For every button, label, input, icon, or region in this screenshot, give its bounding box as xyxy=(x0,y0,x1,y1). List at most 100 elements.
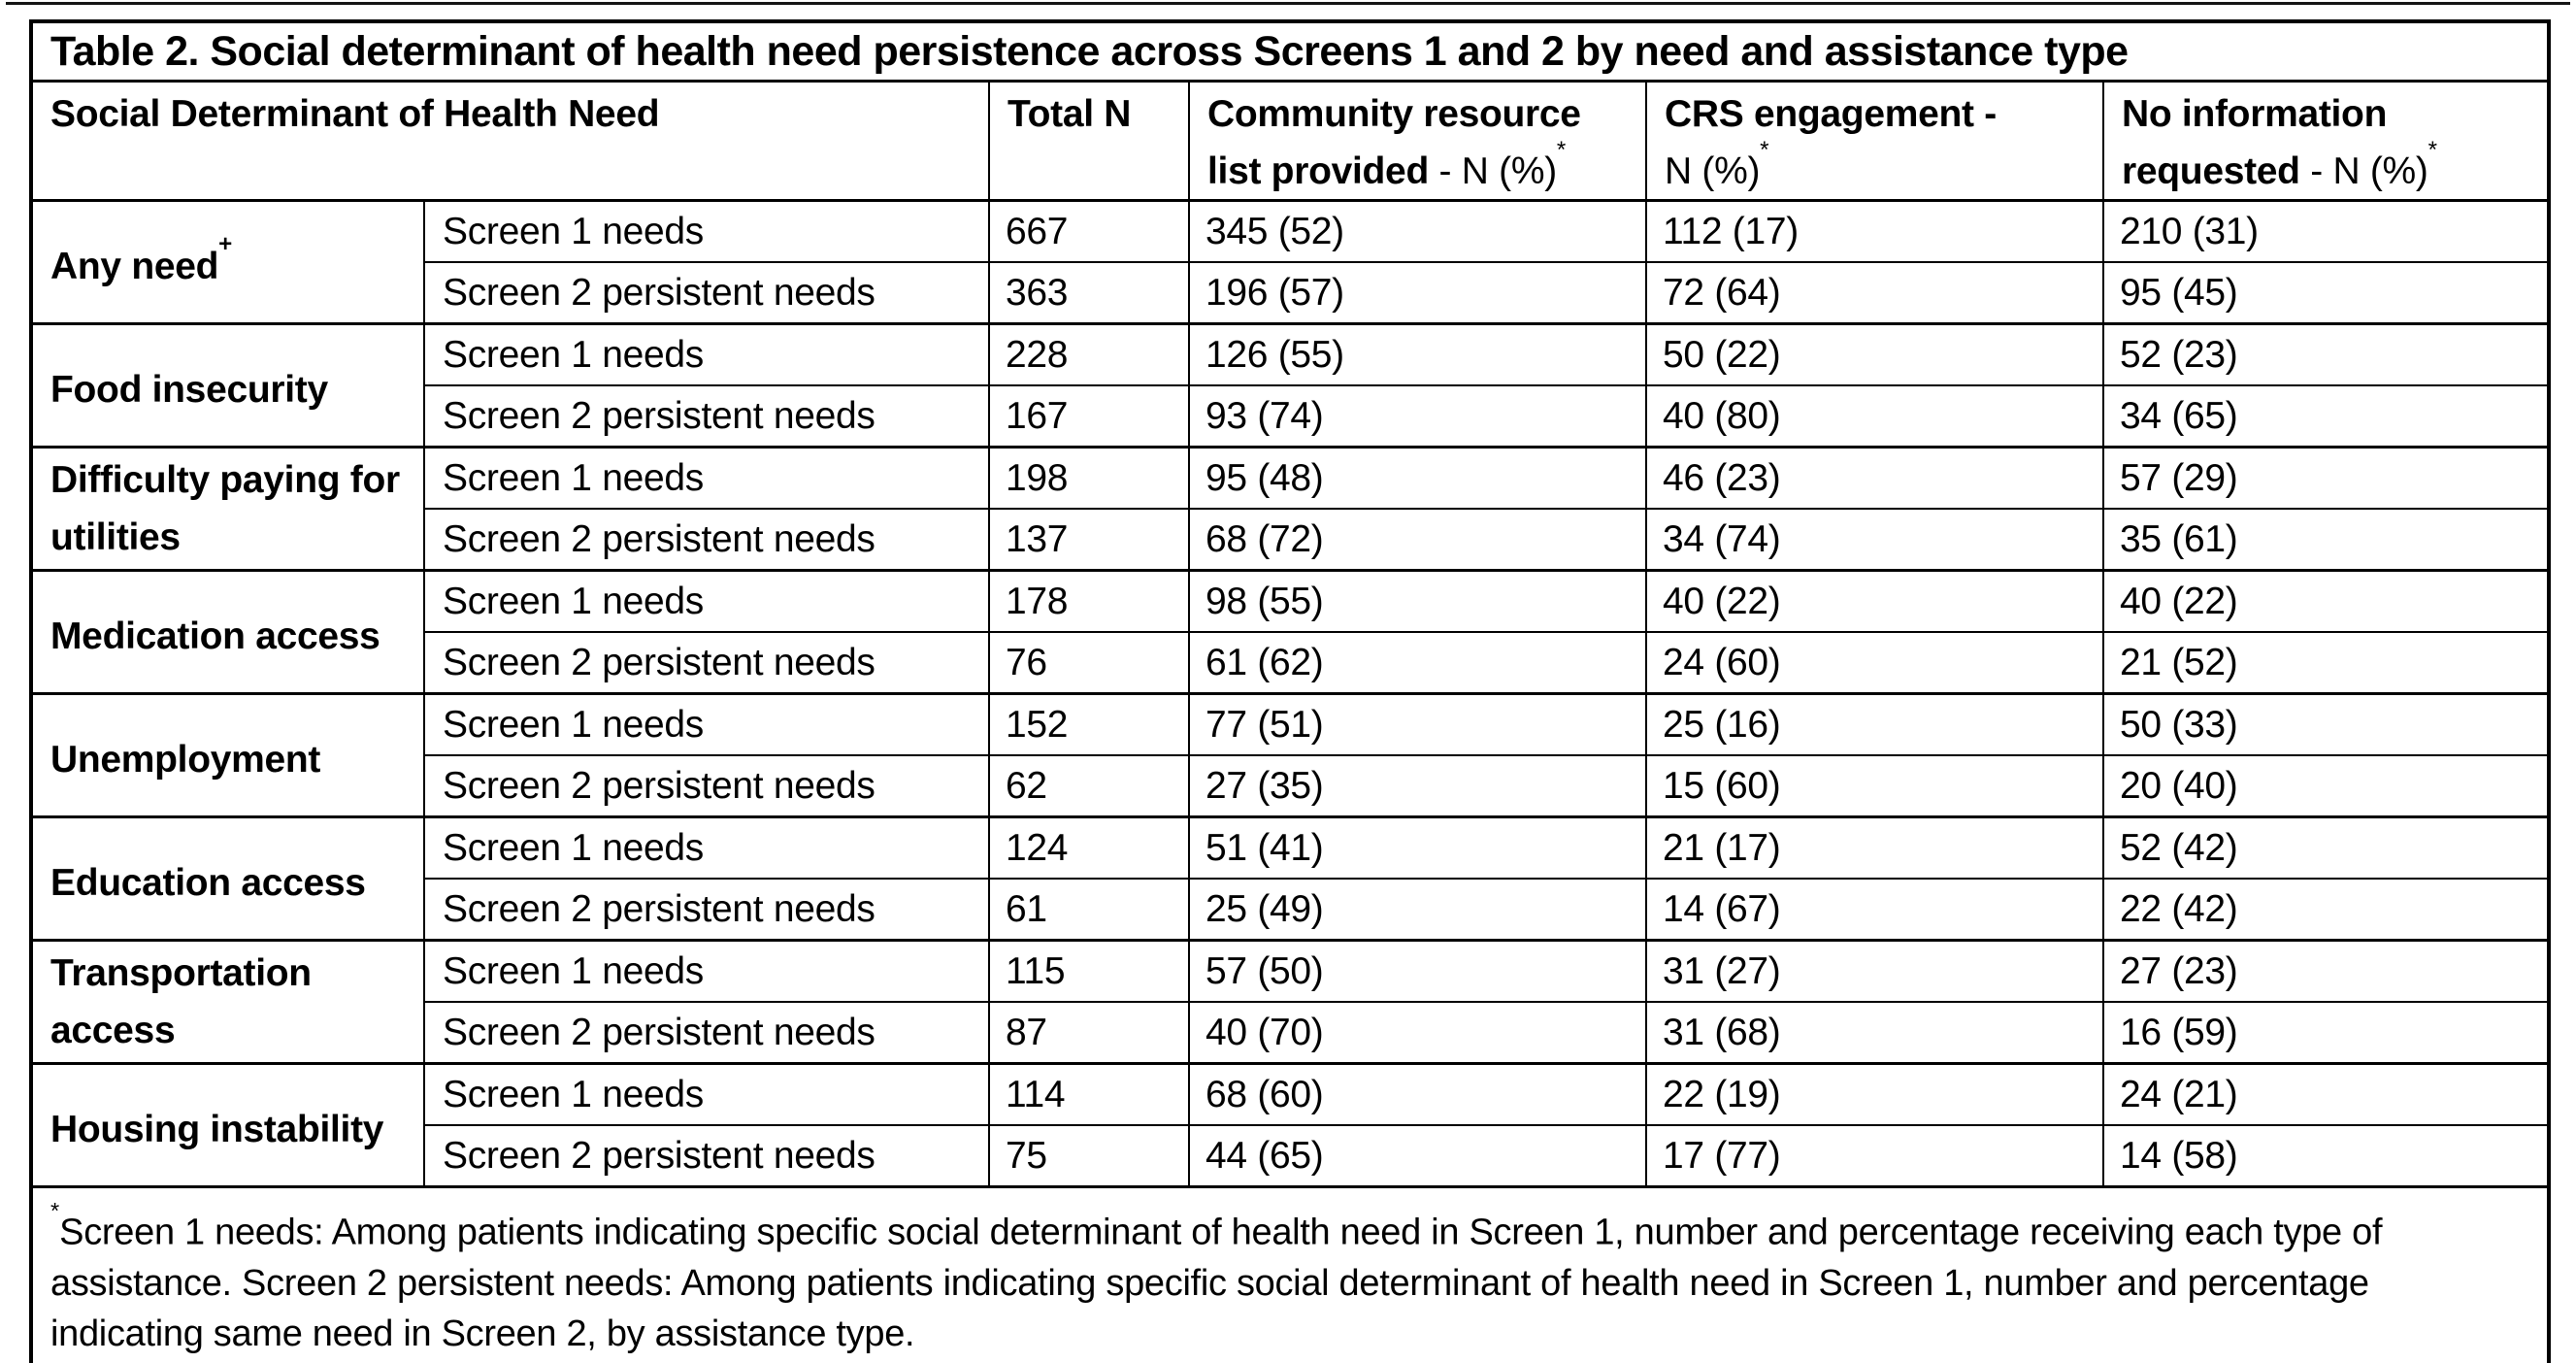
header-noinfo-footnote-marker: * xyxy=(2427,136,2438,163)
community-cell: 77 (51) xyxy=(1188,692,1647,756)
table-row: Any need+ Screen 1 needs 667 345 (52) 11… xyxy=(30,199,2551,325)
header-community-resource: Community resource list provided - N (%)… xyxy=(1188,80,1647,202)
crs-cell: 40 (22) xyxy=(1645,569,2104,633)
community-cell: 57 (50) xyxy=(1188,939,1647,1003)
chi-square-exponent: 2 xyxy=(746,1359,759,1363)
table-row: Housing instability Screen 1 needs 114 6… xyxy=(30,1062,2551,1188)
table-row: Education access Screen 1 needs 124 51 (… xyxy=(30,815,2551,942)
need-category-cell: Medication access xyxy=(30,569,425,695)
screen-label-cell: Screen 2 persistent needs xyxy=(423,754,990,818)
noinfo-cell: 21 (52) xyxy=(2101,631,2551,695)
need-category-cell: Transportation access xyxy=(30,939,425,1065)
total-n-cell: 152 xyxy=(988,692,1190,756)
footnote-significance: +Significant difference by assistance ty… xyxy=(50,1359,2524,1363)
community-cell: 93 (74) xyxy=(1188,384,1647,449)
screen-label-cell: Screen 1 needs xyxy=(423,692,990,756)
header-need: Social Determinant of Health Need xyxy=(30,80,990,202)
need-category-cell: Any need+ xyxy=(30,199,425,325)
crs-cell: 40 (80) xyxy=(1645,384,2104,449)
crs-cell: 50 (22) xyxy=(1645,322,2104,386)
screen-label-cell: Screen 1 needs xyxy=(423,939,990,1003)
community-cell: 40 (70) xyxy=(1188,1001,1647,1065)
screen-label-cell: Screen 2 persistent needs xyxy=(423,878,990,942)
header-crs-bold: CRS engagement - xyxy=(1665,93,1997,135)
community-cell: 51 (41) xyxy=(1188,815,1647,880)
crs-cell: 21 (17) xyxy=(1645,815,2104,880)
community-cell: 44 (65) xyxy=(1188,1124,1647,1188)
need-category-cell: Education access xyxy=(30,815,425,942)
crs-cell: 46 (23) xyxy=(1645,446,2104,510)
table-row: Screen 2 persistent needs 76 61 (62) 24 … xyxy=(31,631,2551,695)
community-cell: 61 (62) xyxy=(1188,631,1647,695)
community-cell: 68 (60) xyxy=(1188,1062,1647,1126)
need-category-label: Difficulty paying for utilities xyxy=(50,458,400,558)
crs-cell: 25 (16) xyxy=(1645,692,2104,756)
table-row: Food insecurity Screen 1 needs 228 126 (… xyxy=(30,322,2551,449)
community-cell: 27 (35) xyxy=(1188,754,1647,818)
screen-label-cell: Screen 1 needs xyxy=(423,1062,990,1126)
community-cell: 345 (52) xyxy=(1188,199,1647,263)
crs-cell: 14 (67) xyxy=(1645,878,2104,942)
crs-cell: 17 (77) xyxy=(1645,1124,2104,1188)
total-n-cell: 137 xyxy=(988,508,1190,572)
noinfo-cell: 95 (45) xyxy=(2101,261,2551,325)
total-n-cell: 115 xyxy=(988,939,1190,1003)
table-title: Table 2. Social determinant of health ne… xyxy=(29,20,2551,83)
noinfo-cell: 57 (29) xyxy=(2101,446,2551,510)
crs-cell: 34 (74) xyxy=(1645,508,2104,572)
table-row: Table 2. Social determinant of health ne… xyxy=(29,20,2551,83)
community-cell: 98 (55) xyxy=(1188,569,1647,633)
crs-cell: 31 (68) xyxy=(1645,1001,2104,1065)
need-category-label: Unemployment xyxy=(50,738,321,781)
total-n-cell: 167 xyxy=(988,384,1190,449)
screen-label-cell: Screen 1 needs xyxy=(423,199,990,263)
total-n-cell: 198 xyxy=(988,446,1190,510)
table-row: Unemployment Screen 1 needs 152 77 (51) … xyxy=(30,692,2551,818)
need-category-label: Education access xyxy=(50,861,366,904)
footnote-asterisk-marker: * xyxy=(50,1198,60,1224)
total-n-cell: 61 xyxy=(988,878,1190,942)
screen-label-cell: Screen 2 persistent needs xyxy=(423,384,990,449)
footnotes-cell: *Screen 1 needs: Among patients indicati… xyxy=(29,1185,2551,1363)
noinfo-cell: 210 (31) xyxy=(2101,199,2551,263)
sdoh-persistence-table: Table 2. Social determinant of health ne… xyxy=(29,19,2552,1363)
screen-label-cell: Screen 2 persistent needs xyxy=(423,1124,990,1188)
screen-label-cell: Screen 1 needs xyxy=(423,446,990,510)
crs-cell: 31 (27) xyxy=(1645,939,2104,1003)
noinfo-cell: 35 (61) xyxy=(2101,508,2551,572)
community-cell: 68 (72) xyxy=(1188,508,1647,572)
community-cell: 95 (48) xyxy=(1188,446,1647,510)
total-n-cell: 62 xyxy=(988,754,1190,818)
screen-label-cell: Screen 2 persistent needs xyxy=(423,631,990,695)
noinfo-cell: 20 (40) xyxy=(2101,754,2551,818)
total-n-cell: 114 xyxy=(988,1062,1190,1126)
screen-label-cell: Screen 2 persistent needs xyxy=(423,508,990,572)
noinfo-cell: 24 (21) xyxy=(2101,1062,2551,1126)
screen-label-cell: Screen 1 needs xyxy=(423,569,990,633)
need-category-sup: + xyxy=(218,231,233,258)
footnote-assistance-definition: *Screen 1 needs: Among patients indicati… xyxy=(50,1198,2524,1359)
header-no-info: No information requested - N (%)* xyxy=(2101,80,2551,202)
table-row: Difficulty paying for utilities Screen 1… xyxy=(30,446,2551,572)
header-total-n: Total N xyxy=(988,80,1190,202)
screen-label-cell: Screen 2 persistent needs xyxy=(423,261,990,325)
table-row: Screen 2 persistent needs 137 68 (72) 34… xyxy=(31,508,2551,572)
crs-cell: 15 (60) xyxy=(1645,754,2104,818)
total-n-cell: 75 xyxy=(988,1124,1190,1188)
table-row: Screen 2 persistent needs 75 44 (65) 17 … xyxy=(31,1124,2551,1188)
total-n-cell: 178 xyxy=(988,569,1190,633)
screen-label-cell: Screen 2 persistent needs xyxy=(423,1001,990,1065)
header-noinfo-bold: No information requested xyxy=(2122,93,2388,192)
total-n-cell: 124 xyxy=(988,815,1190,880)
table-row: Transportation access Screen 1 needs 115… xyxy=(30,939,2551,1065)
need-category-label: Medication access xyxy=(50,615,380,657)
noinfo-cell: 50 (33) xyxy=(2101,692,2551,756)
header-crs-engagement: CRS engagement - N (%)* xyxy=(1645,80,2104,202)
noinfo-cell: 16 (59) xyxy=(2101,1001,2551,1065)
crs-cell: 72 (64) xyxy=(1645,261,2104,325)
screen-label-cell: Screen 1 needs xyxy=(423,322,990,386)
header-crs-footnote-marker: * xyxy=(1760,136,1769,163)
total-n-cell: 228 xyxy=(988,322,1190,386)
crs-cell: 24 (60) xyxy=(1645,631,2104,695)
